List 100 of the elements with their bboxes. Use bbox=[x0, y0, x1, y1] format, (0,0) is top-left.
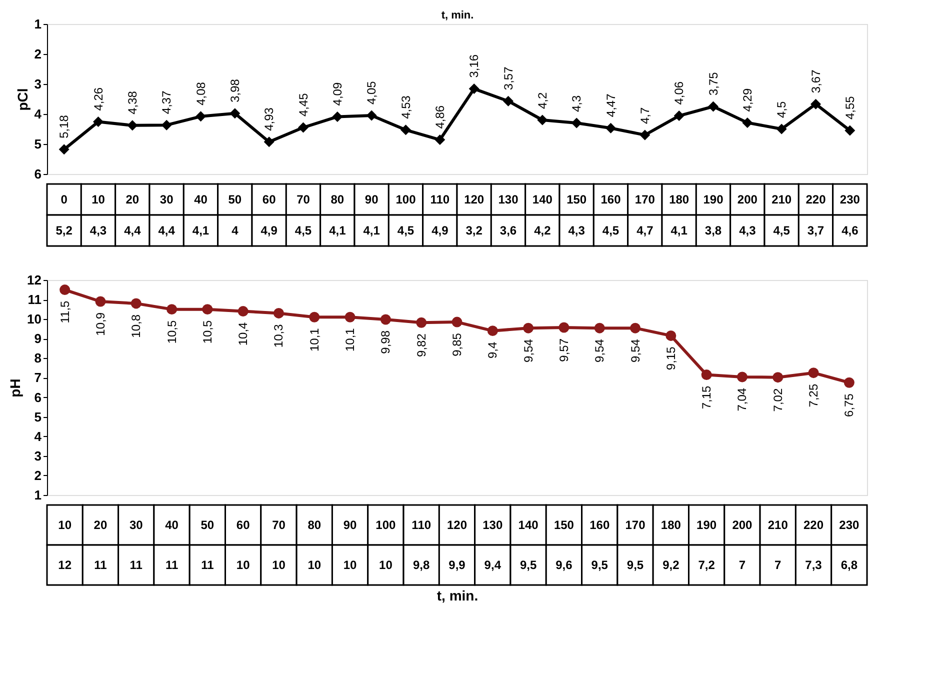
point bbox=[742, 117, 753, 128]
point bbox=[309, 312, 320, 322]
text: 3,8 bbox=[704, 224, 722, 238]
x-tick-label: 10 bbox=[92, 192, 106, 206]
point bbox=[196, 111, 206, 122]
data-label: 9,82 bbox=[414, 333, 428, 357]
x-tick-label: 140 bbox=[532, 192, 553, 206]
x-tick-label: 170 bbox=[625, 518, 646, 532]
point bbox=[844, 125, 856, 136]
point bbox=[60, 284, 70, 296]
text: 4,9 bbox=[260, 224, 278, 238]
text: 9,8 bbox=[413, 558, 430, 572]
text: 11 bbox=[130, 558, 143, 572]
text: 9,5 bbox=[626, 558, 644, 572]
point bbox=[434, 134, 446, 146]
point bbox=[166, 304, 178, 315]
y-tick-label: 5 bbox=[34, 409, 42, 424]
text: 12 bbox=[58, 558, 72, 572]
text: 4 bbox=[232, 224, 239, 238]
data-label: 10,8 bbox=[129, 314, 144, 338]
y-tick-label: 2 bbox=[34, 46, 42, 62]
y-tick-label: 1 bbox=[34, 16, 42, 32]
text: 9,5 bbox=[520, 558, 537, 572]
data-label: 10,1 bbox=[307, 328, 322, 352]
x-tick-label: 230 bbox=[839, 518, 860, 532]
data-label: 5,18 bbox=[57, 114, 72, 138]
x-tick-label: 110 bbox=[430, 192, 450, 206]
x-tick-label: 140 bbox=[518, 518, 539, 532]
x-tick-label: 120 bbox=[446, 518, 468, 532]
text: 5,2 bbox=[56, 224, 73, 238]
point bbox=[503, 96, 514, 106]
point bbox=[810, 98, 821, 110]
y-tick-label: 7 bbox=[34, 370, 42, 386]
text: 9,2 bbox=[662, 558, 680, 572]
point bbox=[606, 122, 616, 134]
x-tick-label: 120 bbox=[464, 192, 484, 206]
text: 4,1 bbox=[329, 224, 346, 238]
text: 4,2 bbox=[534, 224, 552, 238]
point bbox=[487, 326, 498, 336]
x-tick-label: 110 bbox=[412, 518, 432, 532]
data-label: 10,4 bbox=[236, 322, 250, 346]
text: 7 bbox=[738, 558, 746, 572]
point bbox=[161, 120, 172, 130]
x-tick-label: 50 bbox=[200, 518, 214, 532]
point bbox=[630, 322, 641, 334]
data-label: 10,5 bbox=[164, 320, 179, 344]
y-tick-label: 11 bbox=[28, 292, 42, 308]
y-axis-title: pCl bbox=[14, 88, 30, 111]
text: 4,1 bbox=[670, 224, 688, 238]
y-tick-label: 9 bbox=[34, 331, 42, 346]
point bbox=[400, 124, 411, 136]
data-label: 3,75 bbox=[706, 72, 720, 96]
data-label: 11,5 bbox=[58, 300, 72, 324]
point bbox=[808, 368, 819, 378]
data-label: 9,15 bbox=[664, 346, 678, 370]
x-tick-label: 150 bbox=[554, 518, 574, 532]
text: 4,3 bbox=[90, 224, 107, 238]
text: 11 bbox=[165, 558, 178, 572]
text: 4,4 bbox=[124, 224, 142, 238]
data-label: 4,06 bbox=[672, 81, 686, 105]
data-label: 3,67 bbox=[808, 69, 823, 94]
point bbox=[344, 312, 356, 322]
point bbox=[238, 306, 248, 317]
data-label: 7,02 bbox=[770, 388, 785, 412]
text: 4,5 bbox=[602, 224, 620, 238]
x-tick-label: 190 bbox=[696, 518, 717, 532]
text: 4,6 bbox=[842, 224, 859, 238]
x-tick-label: 50 bbox=[228, 192, 242, 206]
point bbox=[202, 304, 213, 315]
point bbox=[366, 110, 377, 121]
point bbox=[537, 114, 548, 126]
x-tick-label: 60 bbox=[236, 518, 250, 532]
x-tick-label: 0 bbox=[60, 192, 68, 206]
x-tick-label: 230 bbox=[840, 192, 860, 206]
data-label: 4,05 bbox=[364, 80, 379, 104]
point bbox=[332, 111, 343, 122]
text: 4,1 bbox=[192, 224, 210, 238]
point bbox=[736, 372, 748, 382]
y-tick-label: 8 bbox=[34, 350, 42, 366]
point bbox=[708, 101, 718, 112]
x-tick-label: 190 bbox=[703, 192, 724, 206]
point bbox=[594, 322, 605, 334]
data-label: 3,57 bbox=[501, 66, 516, 90]
point bbox=[523, 322, 534, 334]
data-label: 4,5 bbox=[774, 100, 789, 118]
data-label: 4,45 bbox=[296, 92, 310, 116]
point bbox=[230, 108, 240, 119]
data-label: 4,29 bbox=[740, 88, 754, 112]
point bbox=[127, 120, 138, 131]
y-tick-label: 1 bbox=[34, 488, 42, 502]
x-tick-label: 170 bbox=[634, 192, 656, 206]
x-tick-label: 220 bbox=[806, 192, 826, 206]
text: 7 bbox=[774, 558, 782, 572]
text: 4,9 bbox=[432, 224, 449, 238]
point bbox=[640, 130, 650, 140]
x-tick-label: 210 bbox=[768, 518, 788, 532]
point bbox=[93, 116, 104, 128]
x-tick-label: 160 bbox=[590, 518, 610, 532]
x-tick-label: 90 bbox=[364, 192, 379, 206]
y-tick-label: 2 bbox=[34, 468, 42, 483]
